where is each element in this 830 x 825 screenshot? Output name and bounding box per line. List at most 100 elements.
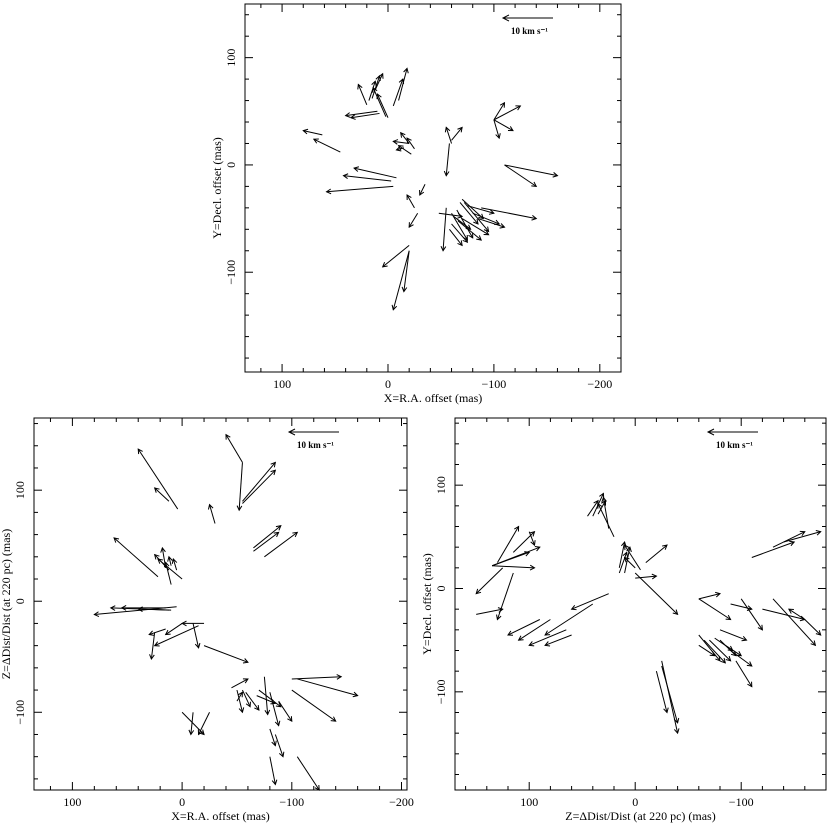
motion-vector-head bbox=[342, 173, 349, 179]
motion-vector-head bbox=[514, 525, 520, 532]
motion-vector-head bbox=[199, 729, 205, 736]
motion-vector-head bbox=[167, 555, 173, 562]
motion-vector-head bbox=[275, 525, 282, 531]
motion-vector bbox=[442, 207, 447, 251]
motion-vector bbox=[571, 593, 609, 610]
motion-vector-head bbox=[314, 784, 320, 791]
motion-vector-head bbox=[673, 717, 680, 724]
motion-vector bbox=[772, 598, 816, 646]
bottom-left-panel-x-z: 100 0 −100 −200 100 0 −100 X=R.A. offset (mas) Z… bbox=[0, 417, 414, 823]
motion-vector-head bbox=[113, 537, 120, 543]
motion-vector bbox=[303, 130, 323, 136]
motion-vector bbox=[374, 73, 384, 91]
motion-vector-head bbox=[597, 502, 603, 509]
motion-vector bbox=[507, 619, 541, 636]
motion-vector-head bbox=[499, 223, 506, 229]
motion-vector bbox=[529, 629, 567, 646]
motion-vector bbox=[236, 689, 243, 713]
motion-vector-head bbox=[395, 146, 402, 152]
motion-vector-head bbox=[552, 172, 559, 178]
motion-vector-head bbox=[194, 642, 201, 649]
motion-vector bbox=[528, 531, 535, 546]
motion-vector-head bbox=[109, 605, 116, 611]
motion-vector bbox=[181, 711, 205, 735]
motion-vector bbox=[297, 678, 358, 697]
motion-vector-head bbox=[188, 729, 195, 736]
motion-vector-head bbox=[741, 636, 748, 642]
motion-vector bbox=[245, 691, 260, 711]
motion-vector-head bbox=[661, 544, 668, 550]
motion-vector-head bbox=[376, 93, 382, 100]
motion-vector-head bbox=[207, 503, 214, 510]
motion-vector-head bbox=[443, 170, 450, 177]
motion-vector-head bbox=[517, 635, 524, 641]
y-tick-label: 100 bbox=[434, 476, 448, 494]
motion-vector-head bbox=[599, 492, 605, 499]
scale-label: 10 km s⁻¹ bbox=[716, 440, 753, 450]
motion-vector bbox=[274, 734, 284, 757]
x-tick-label: 0 bbox=[179, 795, 185, 809]
y-tick-label: 0 bbox=[224, 162, 238, 168]
motion-vector bbox=[544, 603, 594, 636]
motion-vector-head bbox=[524, 551, 531, 557]
motion-vector bbox=[165, 562, 172, 585]
motion-vector bbox=[698, 634, 721, 662]
motion-vector bbox=[477, 218, 505, 228]
plot-frame bbox=[33, 417, 408, 791]
motion-vector bbox=[278, 700, 293, 722]
motion-vector-head bbox=[237, 691, 243, 698]
motion-vector-head bbox=[352, 691, 359, 698]
motion-vector-head bbox=[273, 531, 280, 538]
motion-vector bbox=[242, 469, 276, 504]
motion-vector bbox=[463, 202, 489, 232]
x-tick-label: −200 bbox=[389, 795, 414, 809]
motion-vector bbox=[698, 598, 731, 620]
x-axis-label: X=R.A. offset (mas) bbox=[384, 391, 483, 405]
motion-vector-head bbox=[153, 553, 160, 560]
motion-vector bbox=[269, 728, 276, 746]
motion-vector-head bbox=[292, 531, 299, 538]
y-axis-label: Y=Decl. offset (mas) bbox=[420, 553, 434, 655]
motion-vector bbox=[459, 202, 479, 225]
scale-arrow-head bbox=[706, 428, 715, 436]
motion-vector bbox=[291, 676, 342, 680]
motion-vector-head bbox=[171, 558, 178, 565]
scale-arrow-head bbox=[287, 428, 296, 436]
motion-vector-head bbox=[799, 615, 806, 622]
motion-vector bbox=[406, 194, 415, 209]
motion-vector bbox=[804, 619, 822, 636]
motion-vector bbox=[172, 558, 178, 571]
motion-vector bbox=[451, 223, 468, 243]
motion-vector-head bbox=[601, 496, 607, 503]
motion-vector bbox=[492, 565, 535, 569]
y-tick-label: 0 bbox=[13, 598, 27, 604]
motion-vector bbox=[698, 644, 715, 657]
motion-vector-head bbox=[444, 126, 451, 133]
motion-vector bbox=[751, 541, 795, 558]
motion-vector bbox=[624, 557, 636, 569]
motion-vector bbox=[368, 81, 376, 101]
motion-vector-head bbox=[672, 609, 679, 616]
motion-vector bbox=[154, 625, 199, 647]
motion-vector-head bbox=[440, 246, 447, 252]
motion-vector bbox=[481, 207, 537, 220]
motion-vector bbox=[719, 629, 747, 641]
motion-vector-head bbox=[164, 629, 171, 636]
motion-vector bbox=[149, 628, 166, 636]
motion-vector bbox=[313, 138, 341, 153]
motion-vector-head bbox=[715, 655, 721, 662]
motion-vector bbox=[392, 78, 404, 107]
motion-vector bbox=[461, 218, 489, 236]
motion-vector bbox=[242, 462, 276, 502]
motion-vector bbox=[382, 245, 410, 268]
motion-vector-head bbox=[371, 80, 377, 87]
motion-vector bbox=[493, 119, 514, 132]
motion-vector-head bbox=[148, 630, 155, 636]
motion-vector bbox=[709, 639, 731, 662]
motion-vector-head bbox=[406, 194, 412, 200]
motion-vector bbox=[345, 110, 378, 117]
motion-vector-head bbox=[254, 705, 260, 711]
motion-vector bbox=[326, 185, 394, 193]
motion-vector bbox=[231, 678, 249, 689]
